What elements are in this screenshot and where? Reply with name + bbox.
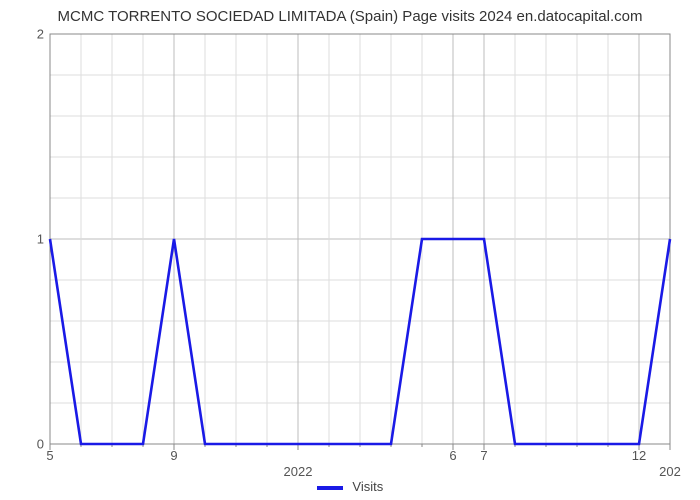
chart-container: MCMC TORRENTO SOCIEDAD LIMITADA (Spain) … xyxy=(0,0,700,500)
x-tick-label: 7 xyxy=(480,448,487,463)
legend-label: Visits xyxy=(352,479,383,494)
x-tick-label: 202 xyxy=(659,464,681,479)
plot-svg xyxy=(50,34,670,444)
legend: Visits xyxy=(0,479,700,494)
x-tick-label: 6 xyxy=(449,448,456,463)
plot-area: 0125920226712202 xyxy=(50,34,670,444)
chart-title: MCMC TORRENTO SOCIEDAD LIMITADA (Spain) … xyxy=(0,8,700,25)
x-tick-label: 9 xyxy=(170,448,177,463)
legend-swatch xyxy=(317,486,343,490)
y-tick-label: 2 xyxy=(37,27,44,42)
x-tick-label: 12 xyxy=(632,448,646,463)
x-tick-label: 5 xyxy=(46,448,53,463)
x-tick-label: 2022 xyxy=(284,464,313,479)
y-tick-label: 0 xyxy=(37,437,44,452)
y-tick-label: 1 xyxy=(37,232,44,247)
